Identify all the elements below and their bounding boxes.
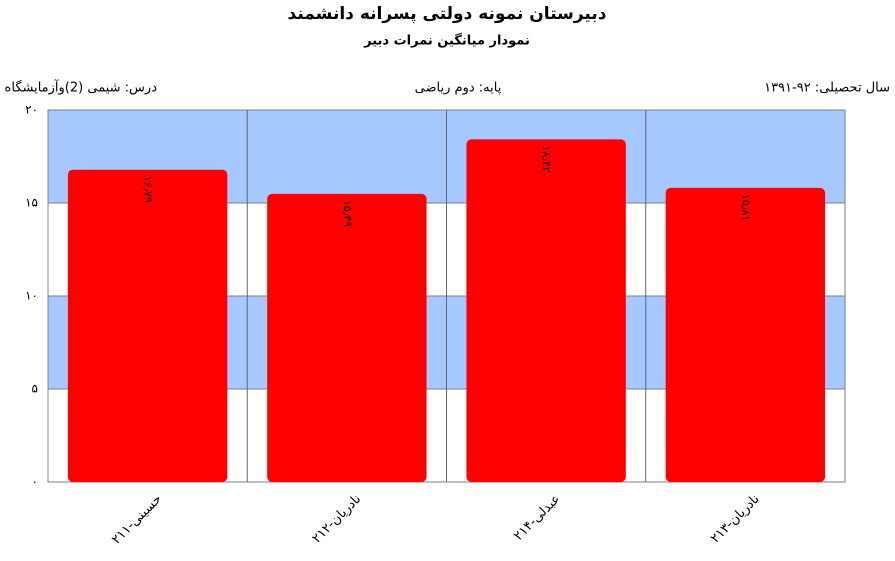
bar	[665, 187, 826, 482]
value-label: ۱۵٫۴۹	[341, 200, 354, 227]
bar	[466, 139, 626, 482]
x-tick-label: نادریان-۲۱۳	[708, 492, 763, 547]
y-tick-label: ۱۵	[25, 196, 38, 210]
y-tick-label: ۰	[32, 475, 38, 489]
value-label: ۱۸٫۴۲	[540, 145, 553, 172]
x-tick-label: حسینی-۲۱۱	[109, 492, 165, 548]
x-tick-label: عبدلی-۲۱۴	[511, 492, 563, 544]
info-grade: پایه: دوم ریاضی	[415, 81, 502, 96]
y-tick-label: ۵	[32, 382, 38, 396]
x-tick-label: نادریان-۲۱۲	[309, 492, 364, 547]
info-course: درس: شیمی (2)وآزمایشگاه	[5, 79, 158, 96]
bar	[267, 193, 427, 483]
plot-frame	[47, 109, 846, 483]
y-tick-label: ۲۰	[25, 103, 38, 117]
bar	[67, 169, 228, 482]
chart-subtitle: نمودار میانگین نمرات دبیر	[363, 33, 530, 49]
info-year: سال تحصیلی: ۹۲-۱۳۹۱	[764, 81, 890, 96]
y-tick-label: ۱۰	[25, 289, 38, 303]
value-label: ۱۶٫۷۹	[142, 176, 155, 203]
value-label: ۱۵٫۸۱	[739, 194, 752, 221]
chart-title: دبیرستان نمونه دولتی پسرانه دانشمند	[288, 4, 607, 24]
